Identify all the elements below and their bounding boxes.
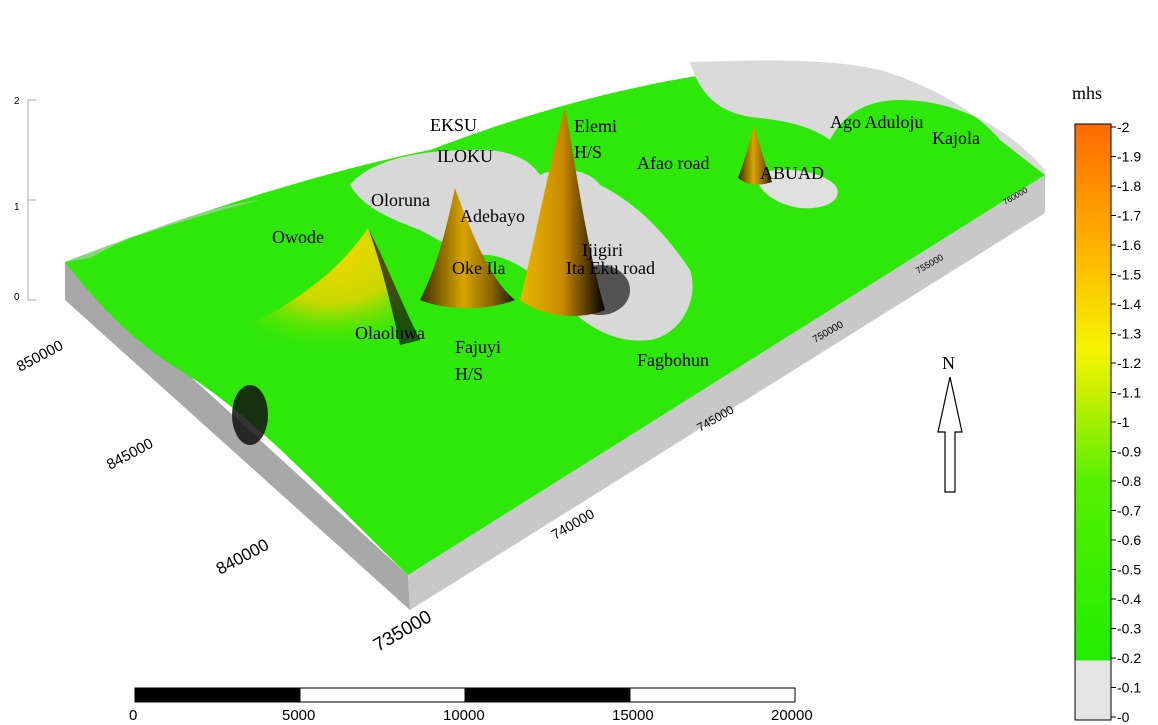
colorbar-tick-label: -0.1 xyxy=(1117,680,1141,696)
peak-adebayo xyxy=(420,188,515,309)
place-label-ijigiri: Ijigiri xyxy=(582,240,623,260)
northing-tick-840000: 840000 xyxy=(213,535,272,578)
place-label-ita-eku-road: Ita Eku road xyxy=(566,258,655,278)
scale-label-0: 0 xyxy=(129,707,137,724)
place-label-adebayo: Adebayo xyxy=(460,206,525,226)
colorbar-tick-label: -1.6 xyxy=(1117,237,1141,253)
colorbar-scale xyxy=(1074,123,1112,721)
scale-bar-seg-1 xyxy=(134,687,301,703)
place-label-oloruna: Oloruna xyxy=(371,190,430,210)
colorbar-tick-label: -0.6 xyxy=(1117,532,1141,548)
place-label-abuad: ABUAD xyxy=(760,163,824,183)
colorbar-tick-label: -0.7 xyxy=(1117,503,1141,519)
low-zone-abuad xyxy=(755,169,838,209)
colorbar-tick-label: -1.8 xyxy=(1117,178,1141,194)
colorbar-ticks: -0 -0.1 -0.2 -0.3 -0.4 -0.5 -0.6 -0.7 -0.8 -0.9 -1… xyxy=(1111,119,1141,725)
colorbar-tick-label: -0.2 xyxy=(1117,650,1141,666)
colorbar-tick-label: -1.7 xyxy=(1117,208,1141,224)
scale-label-20000: 20000 xyxy=(771,707,813,724)
place-label-fajuyi: Fajuyi xyxy=(455,337,501,357)
colorbar-tick-label: -1.3 xyxy=(1117,326,1141,342)
northing-tick-845000: 845000 xyxy=(104,435,156,474)
colorbar-tick-label: -1.5 xyxy=(1117,267,1141,283)
colorbar-tick-label: -0 xyxy=(1117,709,1130,725)
place-label-ago-aduloju: Ago Aduloju xyxy=(830,112,924,132)
z-tick-1: 1 xyxy=(14,202,20,213)
peak-owode-shade xyxy=(368,228,420,345)
colorbar-tick-label: -0.8 xyxy=(1117,473,1141,489)
north-arrow-label: N xyxy=(942,353,955,373)
place-label-fajuyi-hs: H/S xyxy=(455,364,483,384)
place-label-iloku: ILOKU xyxy=(437,146,493,166)
colorbar-tick-label: -0.9 xyxy=(1117,444,1141,460)
peak-elemi xyxy=(520,108,605,316)
north-arrow: N xyxy=(937,353,963,493)
peak-abuad xyxy=(738,126,772,185)
colorbar-tick-label: -0.3 xyxy=(1117,621,1141,637)
place-label-owode: Owode xyxy=(272,227,324,247)
scale-bar-seg-2 xyxy=(299,687,466,703)
scale-bar xyxy=(134,687,796,703)
place-label-elemi-hs: H/S xyxy=(574,142,602,162)
scale-bar-seg-3 xyxy=(464,687,631,703)
scale-label-15000: 15000 xyxy=(612,707,654,724)
colorbar-tick-label: -1.9 xyxy=(1117,149,1141,165)
colorbar-tick-label: -1.2 xyxy=(1117,355,1141,371)
place-label-olaoluwa: Olaoluwa xyxy=(355,323,425,343)
place-label-kajola: Kajola xyxy=(932,128,980,148)
scale-label-10000: 10000 xyxy=(443,707,485,724)
scale-label-5000: 5000 xyxy=(282,707,315,724)
easting-tick-735000: 735000 xyxy=(370,606,435,656)
colorbar-tick-label: -1.4 xyxy=(1117,296,1141,312)
place-label-fagbohun: Fagbohun xyxy=(637,350,709,370)
colorbar-tick-label: -0.5 xyxy=(1117,562,1141,578)
colorbar-tick-label: -1 xyxy=(1117,414,1130,430)
colorbar-tick-label: -0.4 xyxy=(1117,591,1141,607)
low-zone-north xyxy=(690,60,1045,175)
place-label-elemi: Elemi xyxy=(574,116,617,136)
z-tick-0: 0 xyxy=(14,292,20,303)
z-tick-2: 2 xyxy=(14,96,20,107)
colorbar-unit: mhs xyxy=(1072,83,1102,103)
place-label-oke-ila: Oke Ila xyxy=(452,258,505,278)
north-arrow-icon xyxy=(937,376,963,493)
colorbar-tick-label: -1.1 xyxy=(1117,385,1141,401)
northing-tick-850000: 850000 xyxy=(14,337,66,376)
colorbar-tick-label: -2 xyxy=(1117,119,1130,135)
z-axis xyxy=(27,99,36,301)
place-label-eksu: EKSU xyxy=(430,115,477,135)
low-zone-west xyxy=(65,200,260,262)
scale-bar-seg-4 xyxy=(629,687,796,703)
block-right-side xyxy=(408,175,1045,610)
shadow-southwest xyxy=(232,385,268,445)
place-label-afao-road: Afao road xyxy=(637,153,709,173)
peak-owode xyxy=(240,228,420,354)
